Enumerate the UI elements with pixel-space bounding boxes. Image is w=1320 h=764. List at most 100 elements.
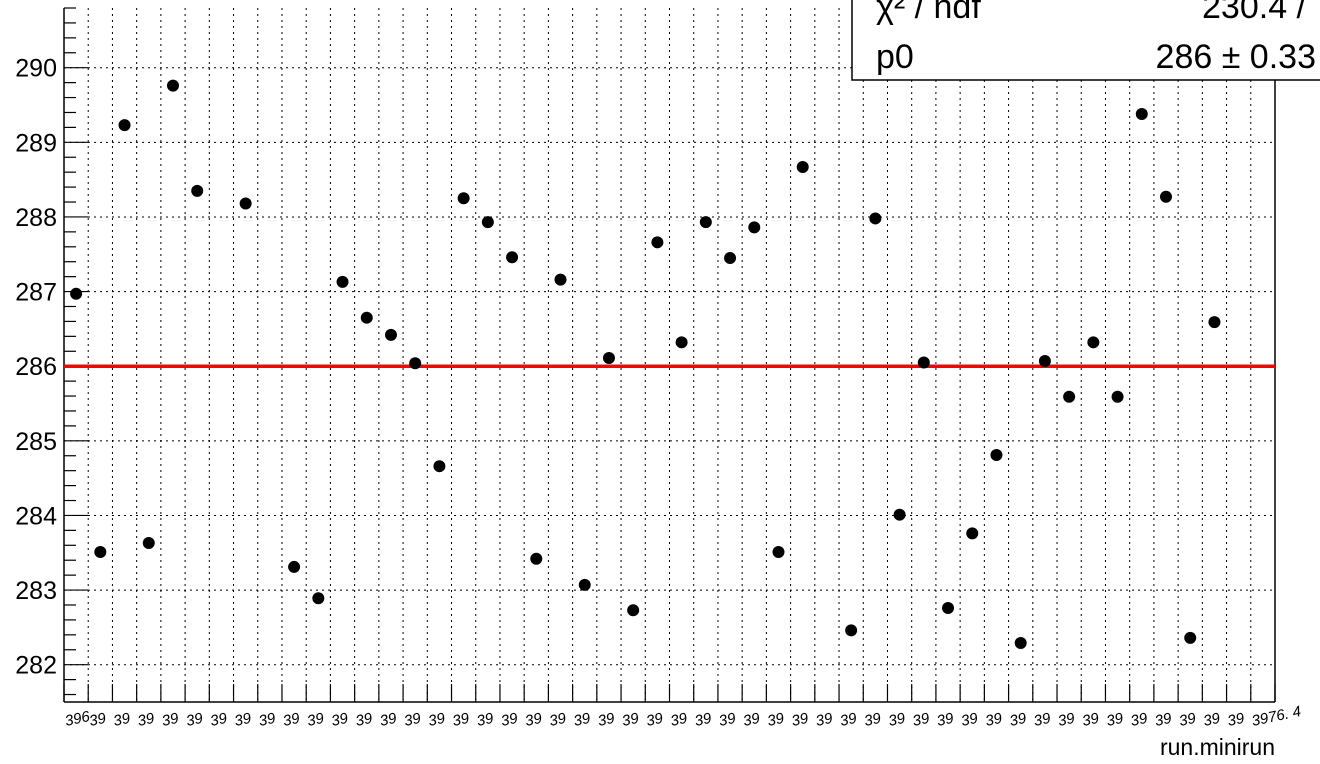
x-category-label: 39 bbox=[669, 710, 689, 730]
data-point bbox=[602, 351, 615, 364]
x-category-label: 39 bbox=[306, 710, 326, 730]
data-point bbox=[1014, 637, 1027, 650]
x-category-label: 39 bbox=[160, 710, 180, 730]
x-category-label: 39 bbox=[112, 710, 132, 730]
x-category-label: 39 bbox=[814, 710, 834, 730]
data-point bbox=[94, 546, 107, 559]
data-point bbox=[1160, 190, 1173, 203]
x-category-label: 39 bbox=[548, 710, 568, 730]
data-point bbox=[772, 546, 785, 559]
x-category-label: 3976. 4 bbox=[1250, 703, 1302, 730]
data-point bbox=[748, 221, 761, 234]
x-category-label: 39 bbox=[1226, 710, 1246, 730]
x-category-label: 39 bbox=[984, 710, 1004, 730]
data-point bbox=[288, 560, 301, 573]
data-point bbox=[142, 537, 155, 550]
x-category-label: 39 bbox=[475, 710, 495, 730]
data-points bbox=[70, 79, 1221, 650]
y-tick-label: 289 bbox=[15, 129, 57, 157]
data-point bbox=[457, 192, 470, 205]
y-tick-label: 287 bbox=[15, 279, 57, 307]
data-point bbox=[70, 287, 83, 300]
x-category-label: 39 bbox=[790, 710, 810, 730]
p0-label: p0 bbox=[876, 38, 914, 76]
data-point bbox=[409, 357, 422, 370]
y-tick-label: 285 bbox=[15, 428, 57, 456]
x-category-label: 39 bbox=[499, 710, 519, 730]
x-category-label: 39 bbox=[572, 710, 592, 730]
x-category-label: 39 bbox=[88, 710, 108, 730]
grid-lines bbox=[63, 8, 1276, 702]
x-category-label: 39 bbox=[887, 710, 907, 730]
x-category-label: 39 bbox=[596, 710, 616, 730]
x-category-label: 39 bbox=[524, 710, 544, 730]
x-category-label: 39 bbox=[645, 710, 665, 730]
data-point bbox=[360, 311, 373, 324]
data-point bbox=[1135, 107, 1148, 120]
chi2-value: 230.4 / bbox=[1202, 0, 1307, 26]
x-category-label: 39 bbox=[1032, 710, 1052, 730]
x-category-label: 39 bbox=[742, 710, 762, 730]
x-category-label: 39 bbox=[330, 710, 350, 730]
y-axis-ticks: 282 283 284 285 286 287 288 289 290 bbox=[15, 7, 88, 696]
x-category-label: 39 bbox=[427, 710, 447, 730]
data-point bbox=[1208, 316, 1221, 329]
x-category-label: 39 bbox=[766, 710, 786, 730]
x-category-label: 396 bbox=[63, 708, 92, 730]
data-point bbox=[796, 160, 809, 173]
x-category-label: 39 bbox=[935, 710, 955, 730]
x-category-label: 39 bbox=[451, 710, 471, 730]
data-point bbox=[1184, 631, 1197, 644]
data-point bbox=[239, 197, 252, 210]
x-category-label: 39 bbox=[233, 710, 253, 730]
p0-value: 286 ± 0.33 bbox=[1156, 38, 1316, 76]
x-category-label: 39 bbox=[620, 710, 640, 730]
data-point bbox=[118, 119, 131, 132]
x-category-label: 39 bbox=[693, 710, 713, 730]
data-point bbox=[917, 356, 930, 369]
data-point bbox=[1063, 390, 1076, 403]
data-point bbox=[166, 79, 179, 92]
y-tick-label: 286 bbox=[15, 353, 57, 381]
data-point bbox=[1087, 336, 1100, 349]
data-point bbox=[627, 604, 640, 617]
x-category-label: 39 bbox=[1129, 710, 1149, 730]
y-tick-label: 290 bbox=[15, 55, 57, 83]
x-category-label: 39 bbox=[354, 710, 374, 730]
x-category-label: 39 bbox=[1056, 710, 1076, 730]
chi2-label: χ² / ndf bbox=[876, 0, 981, 26]
data-point bbox=[554, 273, 567, 286]
x-category-label: 39 bbox=[1178, 710, 1198, 730]
data-point bbox=[506, 251, 519, 264]
y-tick-label: 284 bbox=[15, 502, 57, 530]
stats-box: χ² / ndf 230.4 / p0 286 ± 0.33 bbox=[851, 0, 1320, 81]
data-point bbox=[893, 508, 906, 521]
x-category-label: 39 bbox=[838, 710, 858, 730]
data-point bbox=[1111, 390, 1124, 403]
x-category-label: 39 bbox=[257, 710, 277, 730]
data-point bbox=[578, 578, 591, 591]
x-category-label: 39 bbox=[1008, 710, 1028, 730]
x-category-label: 39 bbox=[1105, 710, 1125, 730]
data-point bbox=[336, 275, 349, 288]
data-point bbox=[530, 552, 543, 565]
data-point bbox=[990, 448, 1003, 461]
x-category-label: 39 bbox=[1153, 710, 1173, 730]
data-point bbox=[384, 328, 397, 341]
x-category-label: 39 bbox=[402, 710, 422, 730]
x-category-label: 39 bbox=[281, 710, 301, 730]
data-point bbox=[191, 184, 204, 197]
data-point bbox=[966, 527, 979, 540]
x-category-label: 39 bbox=[911, 710, 931, 730]
x-category-label: 39 bbox=[1202, 710, 1222, 730]
x-category-label: 39 bbox=[717, 710, 737, 730]
data-point bbox=[942, 601, 955, 614]
data-point bbox=[675, 336, 688, 349]
x-category-label: 39 bbox=[863, 710, 883, 730]
x-category-label: 39 bbox=[185, 710, 205, 730]
data-point bbox=[869, 212, 882, 225]
x-category-label: 39 bbox=[960, 710, 980, 730]
data-point bbox=[845, 624, 858, 637]
